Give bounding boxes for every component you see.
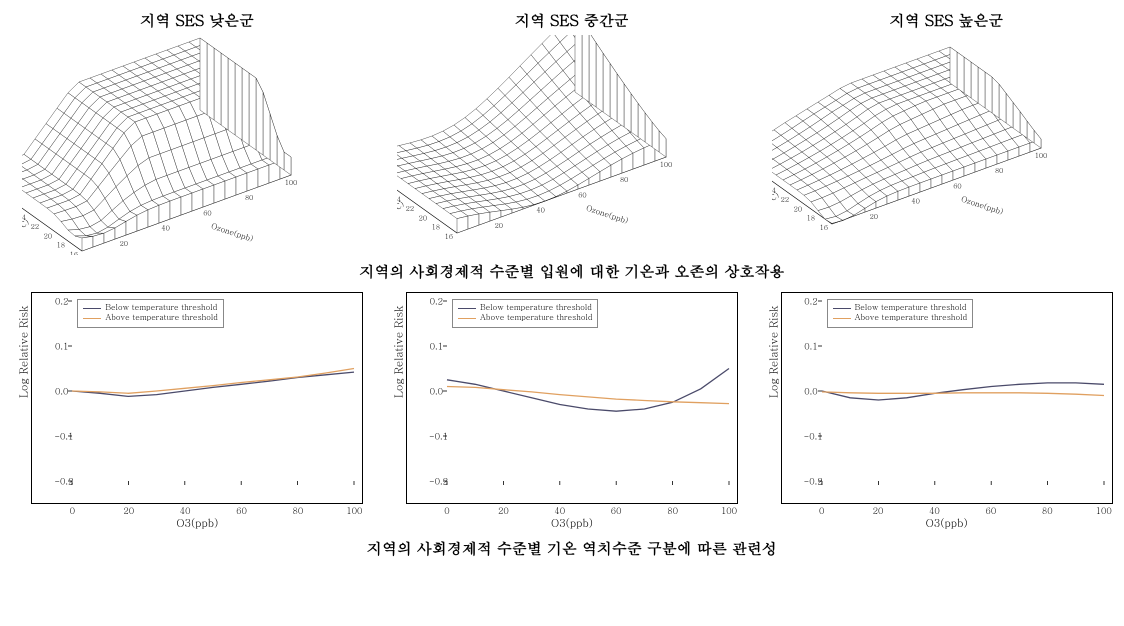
svg-text:80: 80 <box>620 174 628 184</box>
legend-item: Above temperature threshold <box>83 313 217 323</box>
panel-title: 지역 SES 낮은군 <box>22 10 372 31</box>
x-tick: 0 <box>819 504 824 517</box>
surface-svg: -0.0200.020.040.050.060.0820406080100161… <box>397 35 727 255</box>
surface-panel-mid: 지역 SES 중간군 -0.0200.020.040.050.060.08204… <box>397 10 747 255</box>
legend-item: Above temperature threshold <box>833 313 967 323</box>
surface-svg: -0.04-0.0200.020.04204060801001618202224… <box>22 35 352 255</box>
legend-swatch <box>458 318 476 319</box>
svg-text:80: 80 <box>995 165 1003 175</box>
legend-swatch <box>83 318 101 319</box>
y-axis-label: Log Relative Risk <box>766 306 781 398</box>
surface-plot: -0.04-0.0200.020.04204060801001618202224… <box>22 35 352 255</box>
legend-swatch <box>83 308 101 309</box>
line-panel-high: -0.2-0.10.00.10.2020406080100Log Relativ… <box>772 292 1122 504</box>
x-tick: 0 <box>70 504 75 517</box>
caption-top: 지역의 사회경제적 수준별 입원에 대한 기온과 오존의 상호작용 <box>10 261 1124 282</box>
legend-label: Above temperature threshold <box>855 313 967 323</box>
svg-text:Ozone(ppb): Ozone(ppb) <box>959 194 1004 218</box>
legend: Below temperature thresholdAbove tempera… <box>77 299 223 328</box>
x-tick: 100 <box>1096 504 1112 517</box>
svg-text:18: 18 <box>432 222 440 232</box>
svg-text:Ozone(ppb): Ozone(ppb) <box>210 221 255 245</box>
svg-text:20: 20 <box>120 238 128 248</box>
svg-text:16: 16 <box>70 249 78 255</box>
svg-text:40: 40 <box>911 196 919 206</box>
svg-text:60: 60 <box>578 189 586 199</box>
x-tick: 100 <box>721 504 737 517</box>
surface-row: 지역 SES 낮은군 -0.04-0.0200.020.042040608010… <box>10 10 1124 255</box>
legend-label: Above temperature threshold <box>480 313 592 323</box>
legend-swatch <box>833 318 851 319</box>
x-tick: 0 <box>444 504 449 517</box>
x-tick: 60 <box>611 504 622 517</box>
svg-text:100: 100 <box>660 159 673 169</box>
x-tick: 60 <box>985 504 996 517</box>
surface-panel-high: 지역 SES 높은군 -0.0100.010.020.0320406080100… <box>772 10 1122 255</box>
svg-text:16: 16 <box>445 231 453 241</box>
svg-text:40: 40 <box>536 205 544 215</box>
svg-text:18: 18 <box>57 240 65 250</box>
legend-item: Above temperature threshold <box>458 313 592 323</box>
legend-swatch <box>458 308 476 309</box>
svg-text:20: 20 <box>793 203 801 213</box>
svg-text:22: 22 <box>780 194 788 204</box>
svg-text:18: 18 <box>806 213 814 223</box>
svg-text:20: 20 <box>419 212 427 222</box>
x-tick: 80 <box>293 504 304 517</box>
y-axis-label: Log Relative Risk <box>17 306 32 398</box>
panel-title: 지역 SES 중간군 <box>397 10 747 31</box>
caption-bottom: 지역의 사회경제적 수준별 기온 역치수준 구분에 따른 관련성 <box>10 538 1124 559</box>
svg-text:20: 20 <box>44 230 52 240</box>
svg-text:60: 60 <box>953 180 961 190</box>
x-tick: 20 <box>873 504 884 517</box>
svg-text:22: 22 <box>31 221 39 231</box>
x-axis-label: O3(ppb) <box>176 516 218 531</box>
legend: Below temperature thresholdAbove tempera… <box>452 299 598 328</box>
legend-swatch <box>833 308 851 309</box>
line-chart: -0.2-0.10.00.10.2020406080100Log Relativ… <box>31 292 363 504</box>
x-axis-label: O3(ppb) <box>551 516 593 531</box>
x-axis-label: O3(ppb) <box>926 516 968 531</box>
svg-text:20: 20 <box>869 211 877 221</box>
svg-text:100: 100 <box>1034 150 1047 160</box>
x-tick: 20 <box>123 504 134 517</box>
line-chart: -0.2-0.10.00.10.2020406080100Log Relativ… <box>781 292 1113 504</box>
x-tick: 20 <box>498 504 509 517</box>
line-chart: -0.2-0.10.00.10.2020406080100Log Relativ… <box>406 292 738 504</box>
legend-label: Above temperature threshold <box>105 313 217 323</box>
line-panel-mid: -0.2-0.10.00.10.2020406080100Log Relativ… <box>397 292 747 504</box>
svg-text:80: 80 <box>245 192 253 202</box>
legend: Below temperature thresholdAbove tempera… <box>827 299 973 328</box>
line-panel-low: -0.2-0.10.00.10.2020406080100Log Relativ… <box>22 292 372 504</box>
svg-text:20: 20 <box>495 220 503 230</box>
x-tick: 80 <box>1042 504 1053 517</box>
svg-text:100: 100 <box>285 177 298 187</box>
svg-text:60: 60 <box>204 207 212 217</box>
surface-plot: -0.0200.020.040.050.060.0820406080100161… <box>397 35 727 255</box>
panel-title: 지역 SES 높은군 <box>772 10 1122 31</box>
line-row: -0.2-0.10.00.10.2020406080100Log Relativ… <box>10 292 1124 504</box>
y-axis-label: Log Relative Risk <box>391 306 406 398</box>
svg-text:22: 22 <box>406 203 414 213</box>
surface-plot: -0.0100.010.020.032040608010016182022242… <box>772 35 1102 255</box>
svg-text:Ozone(ppb): Ozone(ppb) <box>585 203 630 227</box>
x-tick: 60 <box>236 504 247 517</box>
surface-svg: -0.0100.010.020.032040608010016182022242… <box>772 35 1102 255</box>
x-tick: 100 <box>346 504 362 517</box>
x-tick: 80 <box>667 504 678 517</box>
svg-text:40: 40 <box>162 223 170 233</box>
svg-text:16: 16 <box>819 222 827 232</box>
surface-panel-low: 지역 SES 낮은군 -0.04-0.0200.020.042040608010… <box>22 10 372 255</box>
